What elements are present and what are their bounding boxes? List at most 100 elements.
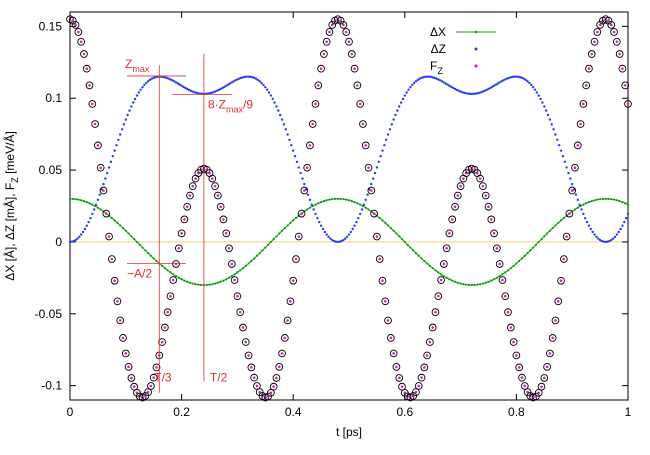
- series-dx-point: [135, 240, 139, 244]
- series-dx-point: [152, 257, 155, 260]
- series-dx-point: [216, 281, 219, 284]
- series-dx-point: [253, 257, 256, 260]
- series-dx-point: [244, 264, 247, 267]
- series-fz-circle: [308, 120, 317, 128]
- series-dx-point: [378, 216, 381, 220]
- series-dz-point: [143, 83, 146, 87]
- series-fz-point: [428, 340, 432, 344]
- series-fz-point: [520, 376, 524, 379]
- series-dx-point: [504, 271, 507, 274]
- series-fz-point: [573, 166, 577, 169]
- series-fz-circle: [169, 276, 178, 284]
- series-fz-point: [330, 23, 334, 27]
- series-fz-point: [74, 23, 77, 27]
- series-fz-circle: [71, 21, 80, 29]
- series-dx-point: [141, 246, 144, 249]
- series-fz-circle: [409, 392, 418, 400]
- series-dz-point: [76, 237, 79, 240]
- series-fz-point: [79, 40, 83, 44]
- series-dx-point: [144, 249, 147, 252]
- series-dz-point: [606, 240, 609, 243]
- series-fz-point: [71, 19, 75, 22]
- series-fz-circle: [509, 338, 518, 346]
- series-dz-point: [345, 235, 349, 238]
- series-fz-point: [102, 189, 105, 192]
- y-tick-label: 0.1: [45, 91, 62, 105]
- series-fz-circle: [487, 215, 496, 224]
- x-tick-label: 0.4: [285, 405, 302, 419]
- series-dx-point: [509, 267, 512, 270]
- series-fz-point: [434, 310, 437, 314]
- series-fz-point: [280, 352, 284, 355]
- series-dz-point: [212, 91, 215, 94]
- series-dz-point: [74, 238, 77, 242]
- series-fz-circle: [387, 334, 395, 342]
- series-dz-point: [230, 81, 234, 84]
- series-dz-point: [390, 123, 393, 126]
- series-fz-circle: [590, 37, 599, 46]
- series-fz-circle: [423, 351, 431, 360]
- series-dz-point: [407, 88, 410, 91]
- series-fz-point: [277, 365, 281, 369]
- series-dz-point: [531, 85, 535, 89]
- series-dz-point: [556, 138, 559, 141]
- series-layer: [66, 15, 632, 402]
- series-fz-point: [121, 336, 125, 340]
- series-fz-circle: [546, 349, 554, 358]
- series-dx-point: [331, 198, 334, 201]
- series-dz-point: [457, 89, 460, 92]
- series-dx-point: [604, 197, 607, 200]
- series-fz-point: [562, 257, 566, 261]
- series-fz-circle: [523, 388, 532, 396]
- series-dx-point: [481, 282, 485, 285]
- series-dz-point: [552, 128, 555, 131]
- series-fz-point: [118, 319, 122, 322]
- series-fz-circle: [554, 297, 563, 306]
- series-dx-point: [74, 198, 77, 201]
- series-fz-circle: [612, 37, 621, 46]
- series-dz-point: [119, 133, 122, 136]
- series-dz-point: [197, 92, 200, 95]
- series-fz-point: [116, 299, 119, 303]
- series-dx-point: [342, 198, 345, 201]
- series-fz-point: [247, 354, 250, 357]
- series-dx-point: [205, 283, 208, 287]
- series-dx-point: [353, 200, 356, 204]
- series-dz-point: [146, 80, 150, 83]
- series-dz-point: [139, 88, 142, 91]
- series-dz-point: [238, 77, 241, 80]
- series-dz-point: [437, 78, 440, 81]
- series-fz-circle: [216, 202, 225, 211]
- series-fz-circle: [161, 323, 169, 332]
- series-dz-point: [277, 109, 280, 112]
- series-dz-point: [357, 216, 360, 220]
- series-dz-point: [325, 233, 328, 236]
- series-fz-point: [124, 352, 128, 355]
- series-dz-point: [466, 92, 470, 95]
- series-dz-point: [476, 92, 479, 95]
- series-dx-point: [236, 271, 239, 274]
- series-fz-circle: [314, 81, 323, 90]
- series-dz-point: [420, 76, 423, 80]
- series-dx-point: [512, 264, 515, 267]
- series-fz-circle: [99, 186, 108, 195]
- series-dz-point: [416, 78, 420, 82]
- series-dx-point: [264, 246, 267, 249]
- series-dz-point: [295, 160, 299, 164]
- series-fz-point: [252, 376, 256, 379]
- series-dz-point: [184, 86, 187, 90]
- series-fz-circle: [537, 382, 546, 391]
- series-fz-point: [423, 366, 426, 369]
- series-dz-point: [275, 105, 278, 108]
- series-dz-point: [381, 149, 384, 152]
- series-dz-point: [405, 91, 408, 94]
- series-dx-point: [518, 259, 521, 263]
- series-dz-point: [303, 182, 306, 186]
- series-dx-point: [465, 283, 468, 286]
- series-dx-point: [453, 280, 457, 283]
- series-dx-point: [526, 251, 529, 255]
- series-fz-circle: [476, 174, 484, 183]
- series-fz-point: [361, 122, 365, 126]
- series-fz-circle: [353, 81, 362, 90]
